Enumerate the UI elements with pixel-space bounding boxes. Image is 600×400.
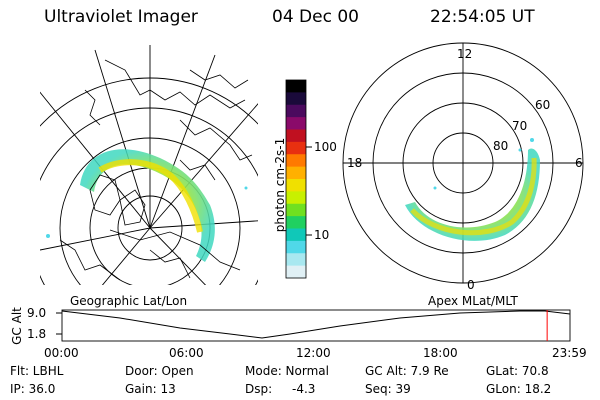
mlt-label-12: 12 — [457, 47, 473, 61]
colorbar-swatch — [286, 203, 306, 217]
colorbar-swatch — [286, 191, 306, 205]
time-tick-0000: 00:00 — [44, 346, 79, 360]
colorbar-swatch — [286, 240, 306, 254]
altitude-tick-1-8: 1.8 — [27, 327, 47, 341]
aurora-oval-geographic — [46, 149, 248, 262]
info-ip: IP: 36.0 — [10, 382, 56, 396]
info-dsp-value: -4.3 — [292, 382, 316, 396]
colorbar — [286, 80, 306, 279]
colorbar-swatch — [286, 166, 306, 180]
colorbar-axis-label: photon cm-2s-1 — [273, 137, 287, 233]
colorbar-swatch — [286, 179, 306, 192]
colorbar-swatch — [286, 117, 306, 130]
geographic-caption: Geographic Lat/Lon — [70, 294, 188, 308]
altitude-ylabel: GC Alt — [10, 307, 24, 345]
mlt-label-6: 6 — [575, 156, 583, 170]
info-filter: Flt: LBHL — [10, 364, 64, 378]
colorbar-tick-100: 100 — [314, 140, 337, 154]
mlat-label-60: 60 — [535, 98, 551, 112]
colorbar-swatch — [286, 154, 306, 168]
observation-date: 04 Dec 00 — [272, 7, 359, 27]
colorbar-swatch — [286, 253, 306, 267]
colorbar-swatch — [286, 104, 306, 118]
mlat-label-70: 70 — [512, 119, 528, 133]
colorbar-swatch — [286, 216, 306, 229]
info-mode: Mode: Normal — [245, 364, 329, 378]
mlt-label-18: 18 — [347, 156, 363, 170]
colorbar-swatch — [286, 92, 306, 106]
info-door: Door: Open — [125, 364, 194, 378]
instrument-title: Ultraviolet Imager — [44, 7, 198, 27]
colorbar-swatch — [286, 129, 306, 143]
observation-time: 22:54:05 UT — [430, 7, 535, 27]
altitude-plot — [56, 309, 571, 342]
info-gain: Gain: 13 — [125, 382, 176, 396]
colorbar-swatch — [286, 80, 306, 93]
aurora-oval-polar — [405, 138, 540, 241]
info-gc-alt: GC Alt: 7.9 Re — [365, 364, 449, 378]
apex-polar-plot — [342, 42, 584, 284]
info-seq: Seq: 39 — [365, 382, 411, 396]
time-tick-2359: 23:59 — [552, 346, 587, 360]
apex-caption: Apex MLat/MLT — [428, 294, 518, 308]
time-tick-1200: 12:00 — [296, 346, 331, 360]
mlat-label-80: 80 — [493, 139, 509, 153]
time-tick-0600: 06:00 — [169, 346, 204, 360]
colorbar-swatch — [286, 265, 306, 279]
altitude-tick-9: 9.0 — [27, 306, 47, 320]
coastlines — [59, 59, 253, 281]
colorbar-tick-10: 10 — [314, 228, 330, 242]
mlt-label-0: 0 — [467, 278, 475, 292]
info-dsp-label: Dsp: — [245, 382, 273, 396]
colorbar-frame — [285, 79, 307, 279]
colorbar-swatch — [286, 141, 306, 155]
colorbar-swatch — [286, 228, 306, 242]
geographic-map — [40, 45, 258, 285]
info-glat: GLat: 70.8 — [486, 364, 549, 378]
info-glon: GLon: 18.2 — [486, 382, 552, 396]
time-tick-1800: 18:00 — [423, 346, 458, 360]
